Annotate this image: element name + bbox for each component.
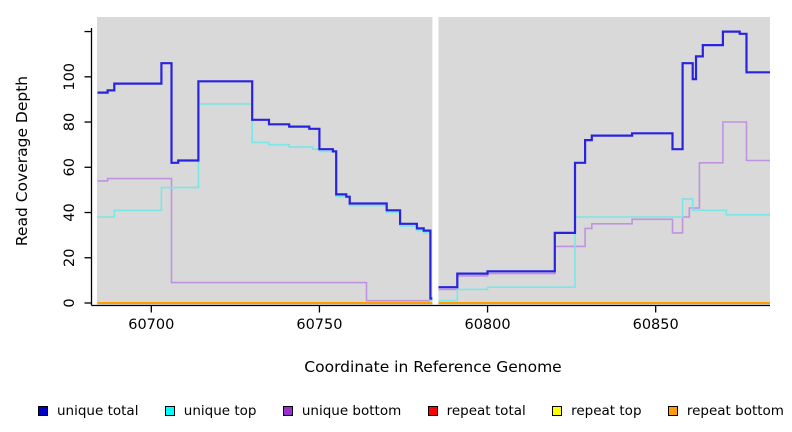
- legend-item-unique-top: unique top: [164, 403, 257, 419]
- x-tick-label: 60700: [128, 317, 174, 333]
- axes: 60700 60750 60800 60850 0 20 40 60 80 100: [62, 28, 770, 333]
- x-tick-label: 60750: [296, 317, 342, 333]
- legend-item-repeat-top: repeat top: [552, 403, 642, 419]
- legend: unique total unique top unique bottom repea…: [38, 399, 784, 423]
- y-tick-label: 20: [62, 249, 78, 267]
- legend-swatch-unique-total: [38, 406, 48, 416]
- legend-swatch-repeat-top: [552, 406, 563, 416]
- legend-label: repeat bottom: [686, 403, 784, 419]
- legend-swatch-repeat-total: [427, 406, 438, 416]
- x-tick-label: 60800: [464, 317, 510, 333]
- series-unique-bottom: [97, 121, 770, 302]
- legend-label: repeat total: [446, 403, 526, 419]
- legend-swatch-repeat-bottom: [667, 406, 678, 416]
- y-tick-label: 0: [62, 298, 78, 307]
- masked-region-stripe: [432, 17, 439, 305]
- legend-label: unique bottom: [301, 403, 402, 419]
- y-tick-label: 80: [62, 113, 78, 131]
- y-tick-label: 40: [62, 203, 78, 221]
- y-tick-label: 60: [62, 158, 78, 176]
- legend-item-unique-bottom: unique bottom: [282, 403, 402, 419]
- x-tick-label: 60850: [633, 317, 679, 333]
- series-unique-total: [97, 30, 770, 300]
- legend-label: unique total: [57, 403, 139, 419]
- legend-item-repeat-bottom: repeat bottom: [667, 403, 784, 419]
- legend-item-unique-total: unique total: [38, 403, 138, 419]
- y-axis-title: Read Coverage Depth: [13, 76, 31, 246]
- legend-label: repeat top: [571, 403, 642, 419]
- y-tick-label: 100: [62, 63, 78, 91]
- x-axis-title: Coordinate in Reference Genome: [304, 358, 561, 376]
- legend-swatch-unique-bottom: [282, 406, 293, 416]
- legend-swatch-unique-top: [164, 406, 175, 416]
- legend-label: unique top: [183, 403, 257, 419]
- legend-item-repeat-total: repeat total: [427, 403, 526, 419]
